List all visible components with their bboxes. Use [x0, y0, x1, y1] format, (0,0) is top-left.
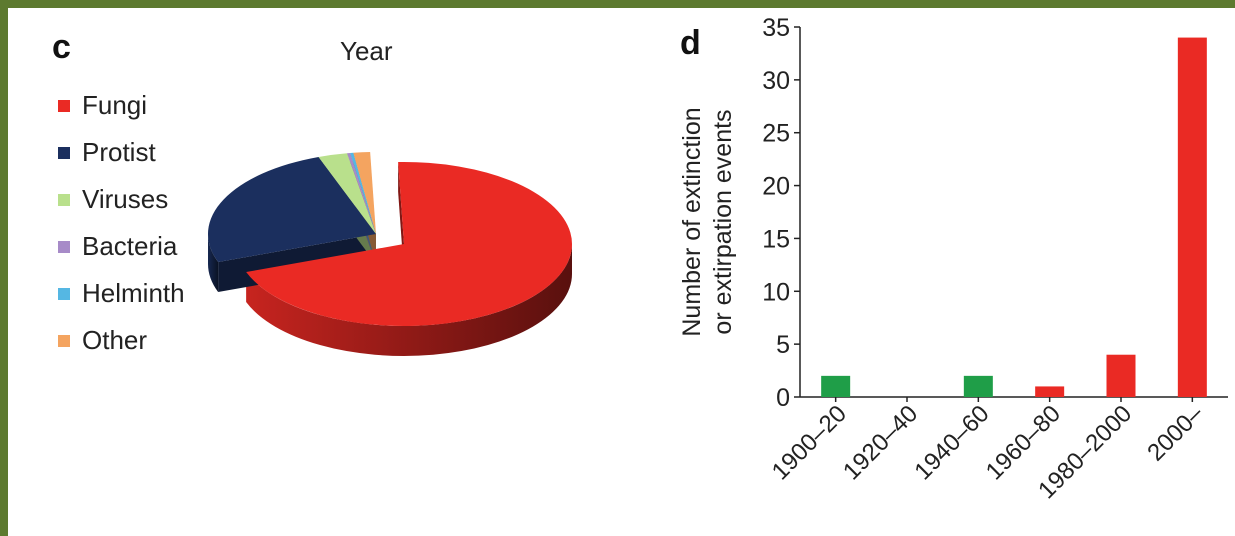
pie-slice-fungi	[246, 162, 572, 326]
y-tick-label-20: 20	[762, 173, 790, 201]
bar-1940–60	[963, 375, 993, 397]
y-tick-label-10: 10	[762, 278, 790, 306]
legend-label-protist: Protist	[82, 137, 156, 167]
legend-item-helminth: Helminth	[58, 270, 185, 317]
bar-1980–2000	[1106, 354, 1136, 397]
y-axis-label-line1: Number of extinction	[678, 107, 706, 336]
legend-item-bacteria: Bacteria	[58, 223, 185, 270]
legend-label-helminth: Helminth	[82, 278, 185, 308]
legend-swatch-protist	[58, 146, 70, 159]
legend-label-fungi: Fungi	[82, 90, 148, 120]
y-tick-label-25: 25	[762, 120, 790, 148]
legend-item-other: Other	[58, 317, 185, 364]
legend-item-fungi: Fungi	[58, 82, 185, 129]
y-tick-label-15: 15	[762, 225, 790, 253]
legend-swatch-other	[58, 334, 70, 347]
pie-slice-other	[353, 152, 376, 234]
y-tick-label-35: 35	[762, 14, 790, 42]
pie-slice-protist	[208, 156, 376, 263]
legend-swatch-helminth	[58, 287, 70, 300]
legend-swatch-fungi	[58, 99, 70, 112]
bar-1900–20	[821, 375, 851, 397]
pie-slice-side-protist	[208, 234, 219, 293]
panel-d-letter: d	[680, 24, 701, 62]
x-tick-label-1900–20: 1900–20	[767, 400, 852, 485]
legend-label-other: Other	[82, 325, 148, 355]
pie-slice-side-fungi	[246, 244, 572, 357]
pie-slice-viruses	[318, 153, 376, 234]
x-tick-label-1920–40: 1920–40	[838, 400, 923, 485]
legend-item-protist: Protist	[58, 129, 185, 176]
y-tick-label-30: 30	[762, 67, 790, 95]
y-tick-label-5: 5	[776, 331, 790, 359]
legend-label-viruses: Viruses	[82, 184, 169, 214]
panel-c-letter: c	[52, 28, 71, 66]
bar-2000–	[1177, 37, 1207, 397]
x-tick-label-2000–: 2000–	[1142, 400, 1209, 467]
legend-label-bacteria: Bacteria	[82, 231, 178, 261]
pie-slice-helminth	[350, 152, 376, 234]
x-tick-label-1940–60: 1940–60	[909, 400, 994, 485]
legend-swatch-bacteria	[58, 240, 70, 253]
legend-item-viruses: Viruses	[58, 176, 185, 223]
bar-1960–80	[1035, 386, 1065, 397]
pie-top-faces	[208, 152, 572, 326]
y-axis-label-line2: or extirpation events	[709, 109, 737, 334]
pie-slice-bacteria	[347, 152, 376, 234]
pie-legend: Fungi Protist Viruses Bacteria Helminth …	[58, 82, 185, 364]
legend-swatch-viruses	[58, 193, 70, 206]
pie-chart-title: Year	[340, 36, 393, 66]
y-tick-label-0: 0	[776, 384, 790, 412]
